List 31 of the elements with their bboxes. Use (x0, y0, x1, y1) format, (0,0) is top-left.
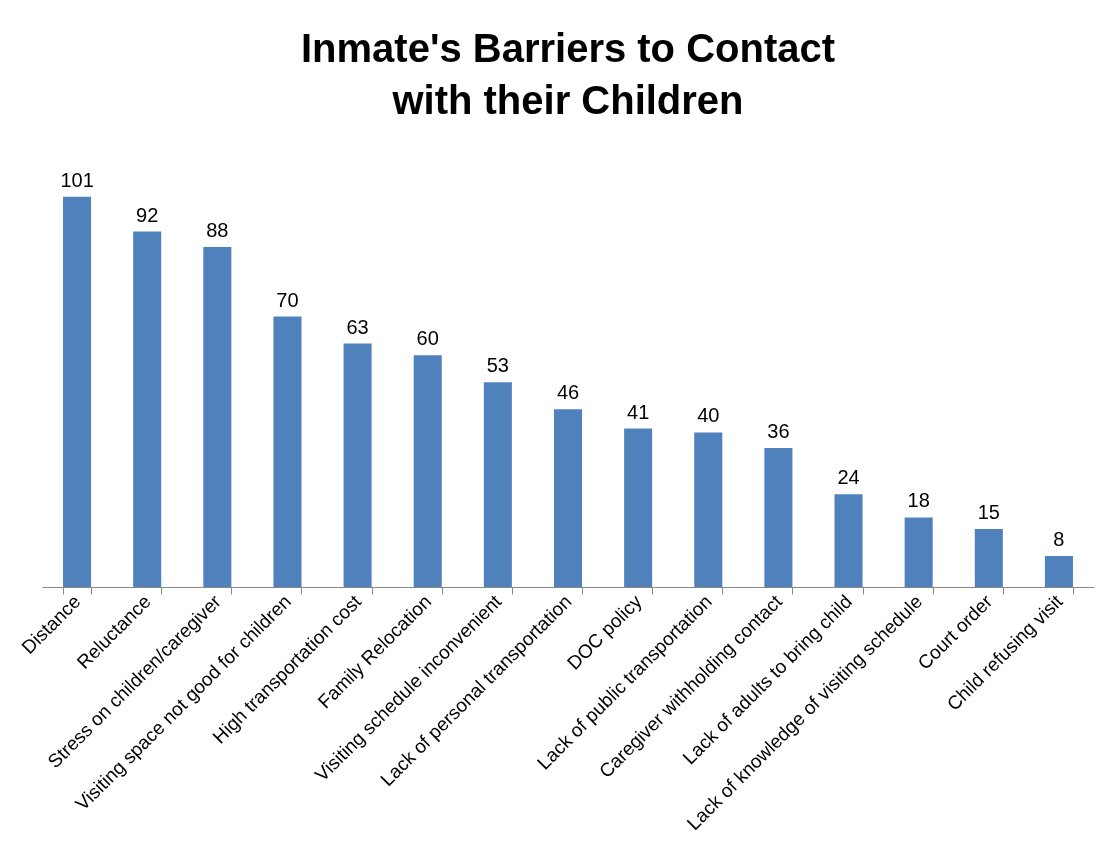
data-label: 36 (767, 419, 790, 442)
data-label: 92 (136, 203, 159, 226)
bar (343, 343, 372, 587)
data-label: 60 (416, 327, 439, 350)
data-label: 15 (977, 501, 1000, 524)
bar (1044, 556, 1073, 587)
data-label: 18 (907, 489, 930, 512)
bar (483, 382, 512, 587)
bar (694, 432, 723, 587)
data-label: 88 (206, 219, 229, 241)
data-label: 40 (697, 404, 720, 427)
bar (273, 316, 302, 587)
bar (624, 428, 653, 587)
bar (413, 355, 442, 587)
bar (834, 494, 863, 587)
data-label: 8 (1053, 528, 1065, 551)
data-label: 46 (556, 381, 580, 404)
bar (203, 247, 232, 587)
data-label: 63 (346, 315, 369, 338)
data-label: 70 (276, 288, 299, 311)
bar (764, 447, 793, 587)
chart-title: Inmate's Barriers to Contact with their Children (300, 26, 836, 122)
bar (904, 517, 933, 587)
data-label: 41 (627, 400, 650, 423)
bar (133, 231, 162, 587)
data-label: 101 (60, 168, 94, 191)
bar (553, 409, 583, 587)
bar (974, 529, 1003, 587)
bar (63, 196, 92, 587)
data-label: 24 (837, 466, 860, 489)
data-label: 53 (486, 354, 509, 377)
